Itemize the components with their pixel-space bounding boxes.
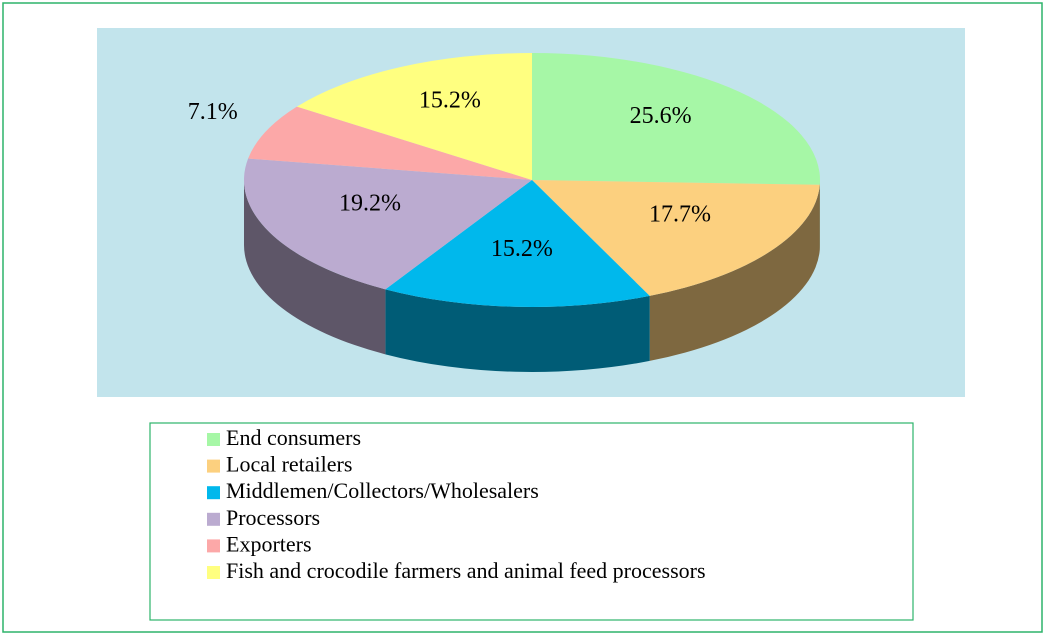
data-label: 19.2% [339,191,401,217]
legend-swatch [207,566,220,579]
slice-side [385,289,650,373]
slice-side [649,184,820,361]
legend-label: Local retailers [226,452,352,477]
data-label: 7.1% [188,99,238,125]
slice [532,180,820,296]
slice [296,53,532,180]
legend-label: Fish and crocodile farmers and animal fe… [226,558,706,583]
slice [532,53,820,185]
data-label: 15.2% [419,88,481,114]
slice [243,158,532,290]
legend-label: End consumers [226,425,361,450]
legend-swatch [207,486,220,500]
data-label: 17.7% [649,202,711,228]
slice-side [244,180,386,355]
slice [248,106,533,180]
legend-swatch [207,459,220,473]
legend-swatch [207,539,220,553]
legend [149,422,914,621]
legend-swatch [207,512,220,526]
legend-label: Exporters [226,531,312,556]
legend-swatch [207,433,220,446]
legend-label: Processors [226,505,320,530]
slice [385,180,650,307]
data-label: 15.2% [491,236,553,262]
data-label: 25.6% [630,103,692,129]
legend-label: Middlemen/Collectors/Wholesalers [226,478,539,503]
